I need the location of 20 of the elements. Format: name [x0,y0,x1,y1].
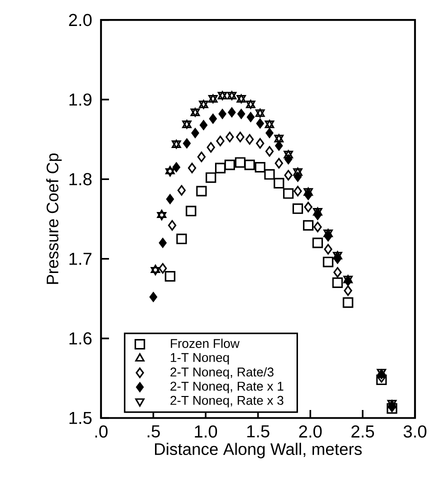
x-tick-label: 2.5 [351,425,374,438]
y-tick-label: 2.0 [69,14,92,26]
y-tick-label: 1.5 [70,412,92,424]
y-tick-label: 1.7 [70,252,92,265]
legend-label: Frozen Flow [170,338,240,348]
y-tick-label: 1.9 [70,93,92,106]
legend-label: 2-T Noneq, Rate/3 [170,367,274,380]
x-tick-label: .0 [95,425,108,438]
legend-label: 2-T Noneq, Rate x 3 [170,396,284,408]
legend-label: 1-T Noneq [170,353,229,365]
x-tick-label: 3.0 [404,425,426,438]
legend-label: 2-T Noneq, Rate x 1 [170,382,284,394]
x-tick-label: 1.5 [247,425,270,438]
y-tick-label: 1.6 [70,332,92,345]
x-tick-label: .5 [148,425,160,438]
x-axis-title: Distance Along Wall, meters [155,442,362,458]
y-axis-title: Pressure Coef Cp [46,153,62,284]
y-tick-label: 1.8 [70,173,92,186]
x-tick-label: 2.0 [299,425,322,438]
x-tick-label: 1.0 [194,425,218,438]
